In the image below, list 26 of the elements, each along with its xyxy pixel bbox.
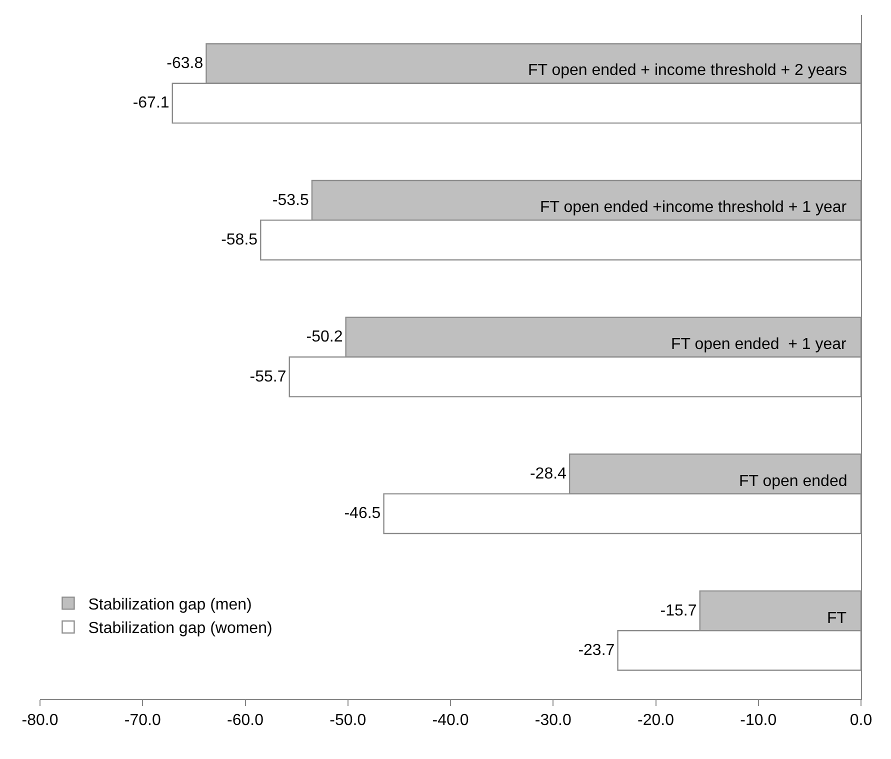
x-tick-label: -70.0 [124,712,161,730]
data-label: -53.5 [272,192,309,209]
x-tick-label: 0.0 [850,712,872,730]
data-label: -46.5 [344,505,381,522]
x-tick-label: -50.0 [330,712,366,730]
data-label: -55.7 [250,368,286,386]
x-tick-label: -10.0 [740,712,777,730]
data-label: -67.1 [132,94,170,112]
x-tick-label: -20.0 [638,712,674,730]
legend-label: Stabilization gap (women) [88,620,272,638]
legend-label: Stabilization gap (men) [88,596,252,614]
data-label: -50.2 [306,328,343,346]
data-label: -15.7 [660,602,697,620]
y-tick-label: FT open ended + 1 year [671,336,848,353]
y-tick-label: FT open ended + income threshold + 2 years [528,62,848,79]
y-tick-label: FT [827,610,847,627]
data-label: -58.5 [221,232,258,249]
x-tick-label: -80.0 [22,712,58,730]
data-label: -23.7 [578,642,615,659]
y-tick-label: FT open ended +income threshold + 1 year [540,199,848,216]
data-label: -63.8 [166,55,204,72]
x-tick-label: -30.0 [534,712,572,730]
data-label: -28.4 [530,465,567,482]
x-tick-label: -60.0 [227,712,264,730]
x-tick-label: -40.0 [432,712,469,730]
y-tick-label: FT open ended [739,473,848,490]
